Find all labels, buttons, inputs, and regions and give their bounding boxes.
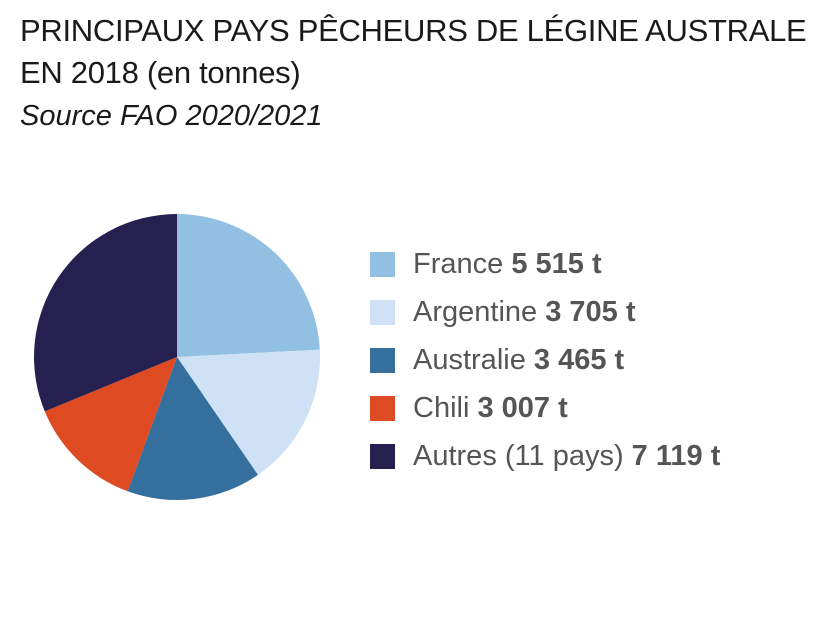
legend-value: 3 705 t bbox=[545, 295, 636, 328]
legend-item: Argentine 3 705 t bbox=[370, 288, 720, 336]
legend-swatch bbox=[370, 395, 395, 421]
legend-item: France 5 515 t bbox=[370, 240, 720, 288]
legend-text: Autres (11 pays) 7 119 t bbox=[413, 440, 720, 473]
legend-label: Australie bbox=[413, 343, 526, 376]
chart-source: Source FAO 2020/2021 bbox=[20, 100, 323, 132]
pie-slice-0 bbox=[177, 214, 320, 357]
pie-slice-4 bbox=[33, 214, 177, 412]
legend-value: 5 515 t bbox=[511, 247, 602, 280]
pie-slice-2 bbox=[127, 357, 258, 500]
chart-title-line-2: EN 2018 (en tonnes) bbox=[20, 55, 301, 90]
legend-swatch bbox=[370, 251, 395, 277]
legend-item: Chili 3 007 t bbox=[370, 384, 720, 432]
legend-swatch bbox=[370, 347, 395, 373]
legend-text: Chili 3 007 t bbox=[413, 392, 568, 425]
pie-slice-1 bbox=[177, 349, 320, 475]
legend-value: 7 119 t bbox=[631, 439, 721, 472]
pie-slice-3 bbox=[44, 357, 178, 492]
legend-item: Autres (11 pays) 7 119 t bbox=[370, 432, 720, 480]
pie-chart bbox=[33, 214, 320, 500]
legend-swatch bbox=[370, 443, 395, 469]
legend-text: Argentine 3 705 t bbox=[413, 296, 636, 329]
legend-text: Australie 3 465 t bbox=[413, 344, 624, 377]
chart-header: PRINCIPAUX PAYS PÊCHEURS DE LÉGINE AUSTR… bbox=[20, 10, 807, 137]
chart-title-line-1: PRINCIPAUX PAYS PÊCHEURS DE LÉGINE AUSTR… bbox=[20, 13, 807, 48]
legend-item: Australie 3 465 t bbox=[370, 336, 720, 384]
legend-value: 3 007 t bbox=[477, 391, 568, 424]
legend-label: Chili bbox=[413, 391, 470, 424]
legend-value: 3 465 t bbox=[533, 343, 625, 376]
chart-legend: France 5 515 t Argentine 3 705 t Australie… bbox=[370, 240, 720, 480]
legend-label: Argentine bbox=[413, 295, 538, 328]
legend-text: France 5 515 t bbox=[413, 248, 602, 281]
legend-label: France bbox=[413, 247, 504, 280]
legend-label: Autres (11 pays) bbox=[413, 439, 624, 472]
legend-swatch bbox=[370, 299, 395, 325]
